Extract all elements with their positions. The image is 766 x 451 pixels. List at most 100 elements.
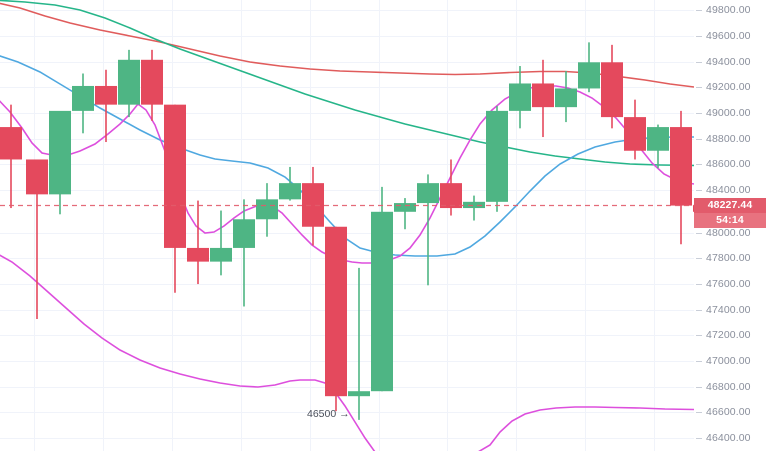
candlestick[interactable]: [578, 42, 600, 93]
candle-body: [302, 183, 324, 227]
price-axis-tick: [696, 335, 702, 336]
price-axis-tick: [696, 10, 702, 11]
price-axis-label: 48400.00: [706, 184, 751, 196]
candle-body: [578, 62, 600, 89]
candle-body: [463, 201, 485, 209]
price-axis-label: 47800.00: [706, 252, 751, 264]
price-axis-tick: [696, 361, 702, 362]
candlestick[interactable]: [348, 267, 370, 420]
candlestick[interactable]: [601, 44, 623, 129]
candlestick[interactable]: [463, 195, 485, 221]
candlestick[interactable]: [210, 210, 232, 276]
candle-body: [279, 183, 301, 200]
ma-blue-line: [0, 55, 694, 257]
candle-body: [0, 127, 22, 160]
candlestick[interactable]: [509, 66, 531, 129]
price-axis-label: 46600.00: [706, 406, 751, 418]
candlestick[interactable]: [118, 49, 140, 118]
candle-body: [486, 110, 508, 202]
candlestick[interactable]: [647, 124, 669, 169]
price-axis-tick: [696, 190, 702, 191]
price-axis-label: 46800.00: [706, 381, 751, 393]
price-axis-tick: [696, 310, 702, 311]
price-axis-label: 49000.00: [706, 107, 751, 119]
candlestick[interactable]: [486, 105, 508, 212]
candlestick[interactable]: [0, 104, 22, 209]
candle-body: [555, 88, 577, 108]
candlestick[interactable]: [325, 226, 347, 412]
candlestick[interactable]: [440, 159, 462, 216]
current-price-badge[interactable]: 48227.44: [694, 198, 766, 213]
candle-body: [348, 391, 370, 397]
candle-body: [371, 211, 393, 392]
candlestick[interactable]: [49, 110, 71, 215]
candlestick[interactable]: [555, 71, 577, 123]
price-axis-tick: [696, 139, 702, 140]
candle-body: [601, 62, 623, 118]
price-axis-tick: [696, 87, 702, 88]
price-axis-tick: [696, 36, 702, 37]
ma-green-line: [0, 0, 694, 167]
price-axis-label: 49400.00: [706, 56, 751, 68]
candle-body: [26, 159, 48, 195]
price-axis-label: 49800.00: [706, 4, 751, 16]
chart-svg: [0, 0, 694, 451]
candle-body: [417, 183, 439, 204]
candlestick[interactable]: [693, 193, 694, 220]
candlestick[interactable]: [26, 159, 48, 319]
countdown-badge[interactable]: 54:14: [694, 213, 766, 228]
candlestick[interactable]: [141, 49, 163, 121]
candle-body: [532, 83, 554, 108]
candlestick[interactable]: [371, 186, 393, 392]
candle-body: [210, 247, 232, 262]
candlestick[interactable]: [72, 73, 94, 134]
price-axis-label: 46400.00: [706, 432, 751, 444]
price-axis-tick: [696, 113, 702, 114]
price-axis-tick: [696, 164, 702, 165]
candle-body: [49, 110, 71, 195]
candlestick[interactable]: [624, 99, 646, 160]
price-axis-tick: [696, 284, 702, 285]
candle-body: [693, 205, 694, 212]
candle-body: [233, 219, 255, 248]
candlestick[interactable]: [532, 59, 554, 138]
candlestick[interactable]: [670, 110, 692, 245]
candlestick[interactable]: [164, 104, 186, 293]
price-axis-label: 48600.00: [706, 158, 751, 170]
candle-body: [670, 127, 692, 206]
candlestick[interactable]: [95, 69, 117, 143]
candlestick[interactable]: [302, 166, 324, 246]
chart-plot-area[interactable]: 46500 →: [0, 0, 694, 451]
price-axis-label: 47400.00: [706, 304, 751, 316]
price-annotation-46500: 46500 →: [307, 408, 350, 420]
price-axis-tick: [696, 62, 702, 63]
price-axis-label: 49200.00: [706, 81, 751, 93]
price-badge-notch: [696, 205, 705, 206]
candlestick[interactable]: [233, 199, 255, 307]
candlestick[interactable]: [279, 166, 301, 201]
candle-body: [187, 247, 209, 262]
candlesticks[interactable]: [0, 42, 694, 420]
candle-body: [325, 226, 347, 397]
candle-body: [141, 59, 163, 105]
price-axis-tick: [696, 438, 702, 439]
candle-body: [624, 117, 646, 151]
price-axis-label: 47000.00: [706, 355, 751, 367]
price-axis-tick: [696, 412, 702, 413]
price-axis-label: 47200.00: [706, 329, 751, 341]
candlestick[interactable]: [394, 198, 416, 230]
price-axis-label: 48800.00: [706, 133, 751, 145]
candle-body: [95, 85, 117, 105]
candle-body: [509, 83, 531, 111]
candle-body: [72, 85, 94, 111]
price-axis-tick: [696, 233, 702, 234]
price-axis[interactable]: 49800.00 49600.00 49400.00 49200.00 49000.00…: [694, 0, 766, 451]
candle-body: [440, 183, 462, 209]
candlestick[interactable]: [256, 183, 278, 237]
candle-body: [164, 104, 186, 248]
price-axis-tick: [696, 258, 702, 259]
candlestick[interactable]: [187, 200, 209, 285]
candle-body: [118, 59, 140, 105]
candlestick[interactable]: [417, 174, 439, 286]
